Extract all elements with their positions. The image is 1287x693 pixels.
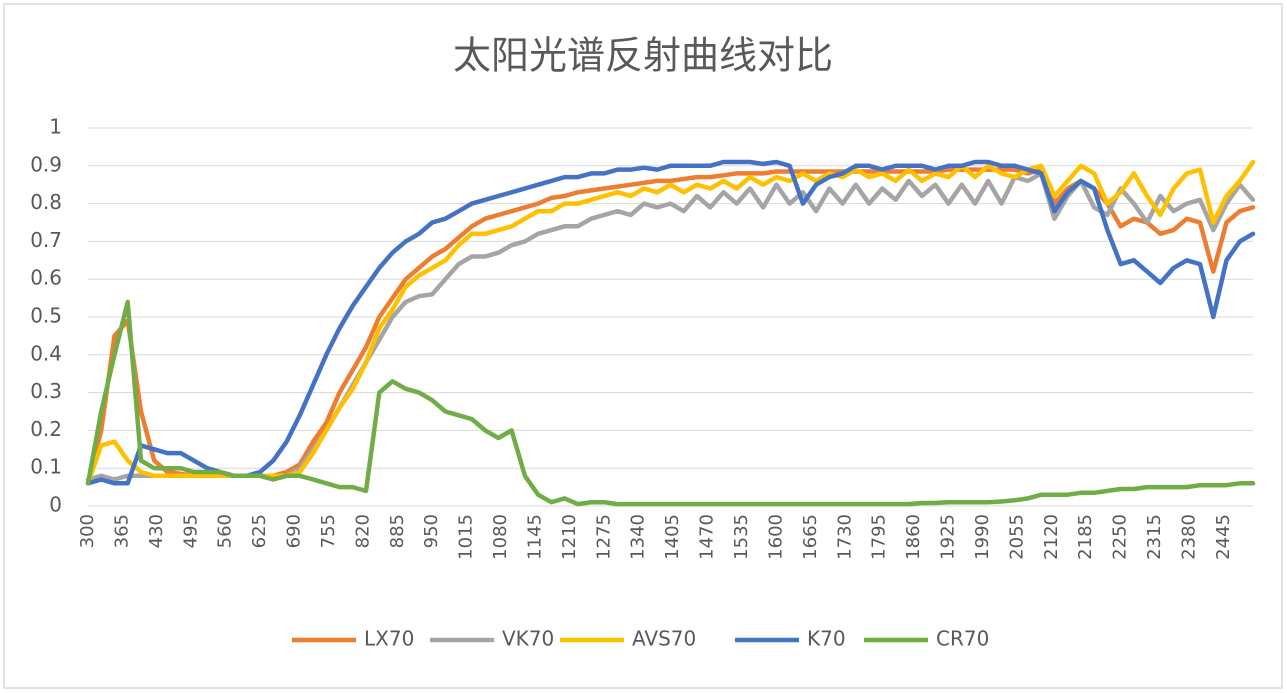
x-tick-label: 1925: [938, 514, 959, 560]
x-tick-label: 1210: [559, 514, 580, 560]
x-tick-label: 1665: [800, 514, 821, 560]
legend-label: LX70: [364, 627, 414, 651]
x-tick-label: 1080: [490, 514, 511, 560]
x-tick-label: 1600: [765, 514, 786, 560]
chart-border: [3, 3, 1283, 689]
x-tick-label: 1015: [456, 514, 477, 560]
x-tick-label: 885: [387, 514, 408, 548]
x-tick-label: 2445: [1213, 514, 1234, 560]
x-tick-label: 2380: [1178, 514, 1199, 560]
x-tick-label: 1340: [628, 514, 649, 560]
x-tick-label: 1470: [697, 514, 718, 560]
x-tick-label: 625: [249, 514, 270, 548]
series-line: [85, 159, 1256, 486]
y-tick-label: 0.8: [30, 190, 62, 214]
x-tick-label: 1990: [972, 514, 993, 560]
x-tick-label: 430: [146, 514, 167, 548]
x-tick-label: 2315: [1144, 514, 1165, 560]
chart-title: 太阳光谱反射曲线对比: [453, 34, 833, 78]
x-tick-label: 560: [215, 514, 236, 548]
x-tick-label: 1145: [524, 514, 545, 560]
legend-label: AVS70: [632, 627, 696, 651]
x-tick-label: 2250: [1110, 514, 1131, 560]
y-tick-label: 0.2: [30, 417, 62, 441]
x-tick-label: 820: [352, 514, 373, 548]
x-tick-label: 495: [180, 514, 201, 548]
series-line: [85, 167, 1256, 486]
x-tick-label: 1405: [662, 514, 683, 560]
y-tick-label: 0.9: [30, 152, 62, 176]
x-tick-label: 690: [284, 514, 305, 548]
x-tick-label: 1275: [593, 514, 614, 560]
x-tick-label: 300: [77, 514, 98, 548]
x-tick-label: 1730: [834, 514, 855, 560]
x-tick-label: 1535: [731, 514, 752, 560]
y-tick-label: 0: [49, 493, 62, 517]
y-tick-label: 0.7: [30, 228, 62, 252]
x-tick-label: 2120: [1041, 514, 1062, 560]
legend-label: VK70: [502, 627, 554, 651]
x-tick-label: 2185: [1075, 514, 1096, 560]
x-tick-label: 365: [111, 514, 132, 548]
legend-label: CR70: [936, 627, 989, 651]
series-line: [85, 299, 1256, 507]
x-tick-label: 950: [421, 514, 442, 548]
x-tick-label: 1860: [903, 514, 924, 560]
y-tick-label: 0.1: [30, 455, 62, 479]
x-tick-label: 2055: [1006, 514, 1027, 560]
y-tick-label: 0.3: [30, 379, 62, 403]
legend-label: K70: [807, 627, 846, 651]
x-tick-label: 755: [318, 514, 339, 548]
y-tick-label: 1: [49, 115, 62, 139]
x-tick-label: 1795: [869, 514, 890, 560]
y-tick-label: 0.4: [30, 341, 62, 365]
y-tick-label: 0.6: [30, 266, 62, 290]
y-tick-label: 0.5: [30, 304, 62, 328]
